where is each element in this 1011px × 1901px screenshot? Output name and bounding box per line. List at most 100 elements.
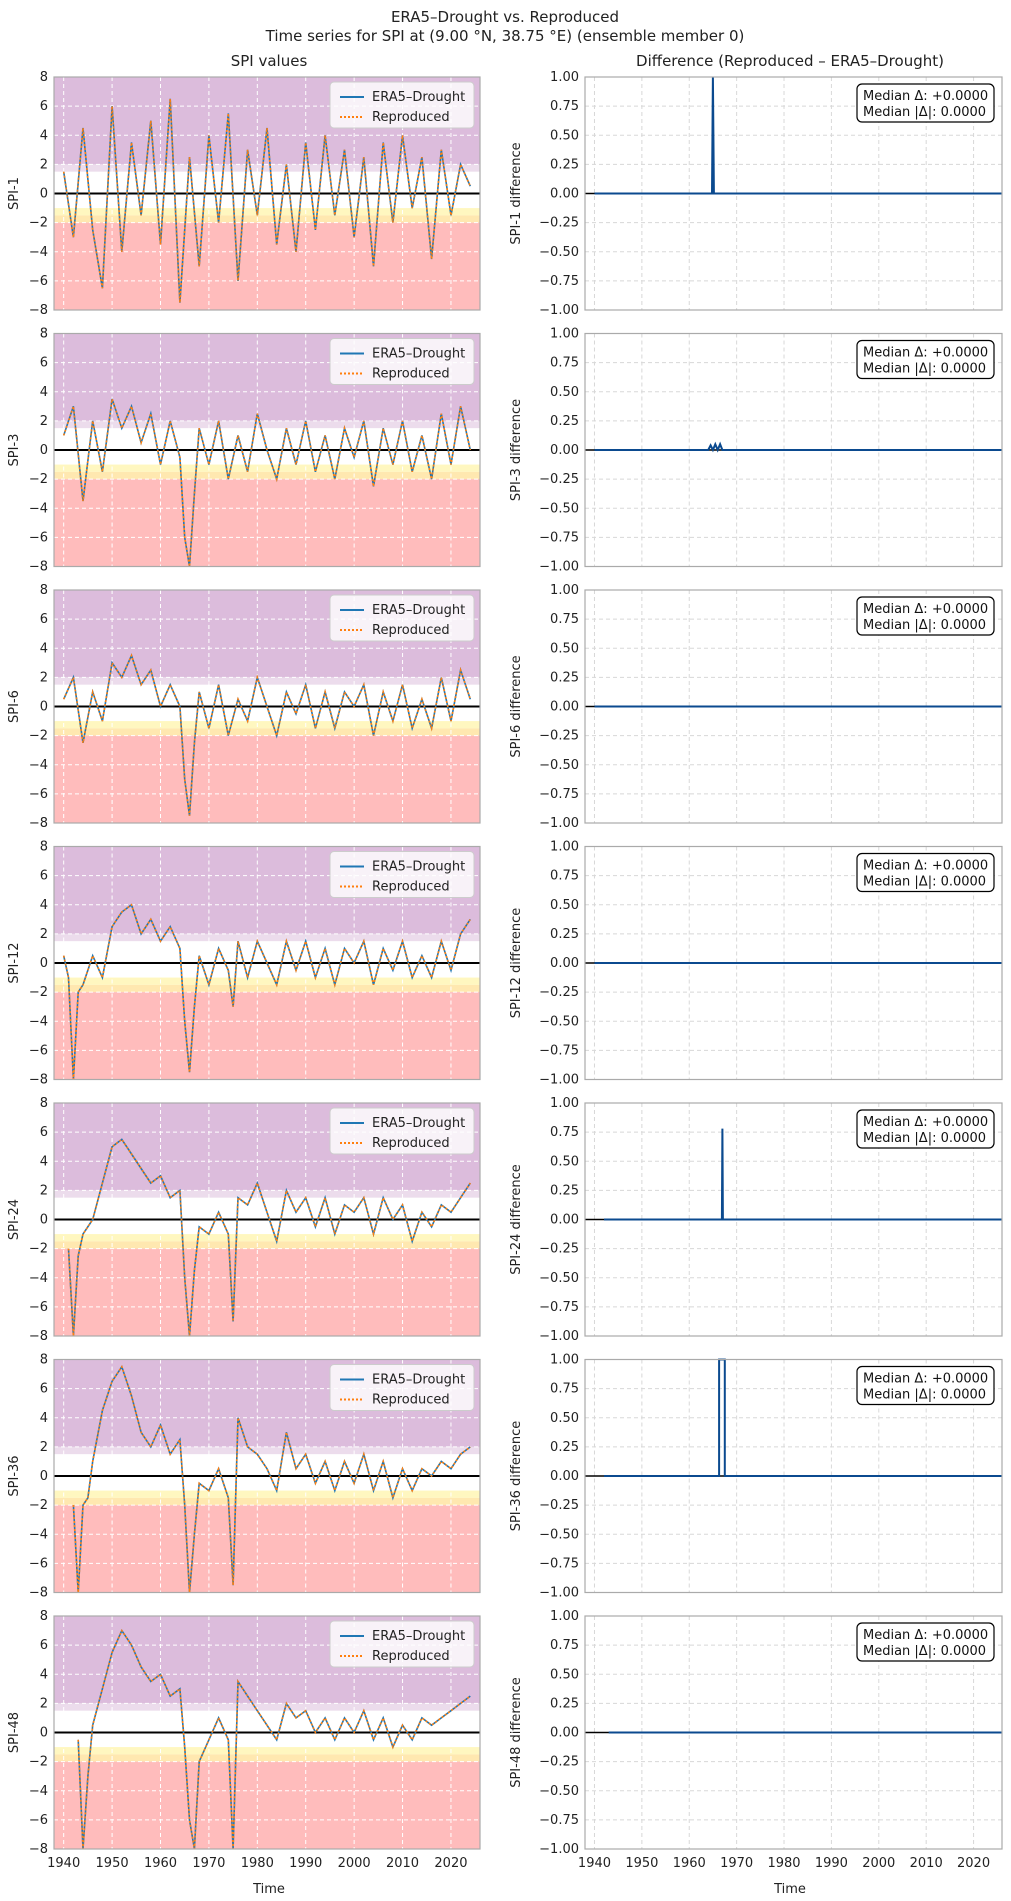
y-tick-label: −4: [29, 1014, 48, 1029]
x-tick-label: 1980: [767, 1856, 800, 1871]
y-tick-label: −0.50: [539, 1784, 579, 1799]
axes-frame: [584, 845, 1003, 1081]
y-tick-label: 0.25: [550, 1696, 579, 1711]
x-tick-label: 2010: [386, 1856, 419, 1871]
y-axis-label: SPI-12: [7, 942, 22, 983]
severe-dry-band: [54, 479, 480, 567]
y-tick-label: 0.00: [550, 956, 579, 971]
y-tick-label: −8: [29, 1586, 48, 1601]
moderate-dry-band: [54, 215, 480, 223]
axes-frame: [584, 76, 1003, 311]
reproduced-line: [62, 903, 471, 1080]
y-tick-label: −6: [29, 1813, 48, 1828]
y-tick-label: 0.00: [550, 443, 579, 458]
y-tick-label: 8: [40, 840, 48, 855]
mild-dry-band: [54, 977, 480, 985]
y-tick-label: 2: [40, 927, 48, 942]
y-tick-label: 4: [40, 1667, 48, 1682]
y-tick-label: 2: [40, 1440, 48, 1455]
legend-era5-label: ERA5–Drought: [372, 347, 465, 362]
median-abs-delta-text: Median |Δ|: 0.0000: [863, 1131, 986, 1146]
y-tick-label: −8: [29, 1842, 48, 1857]
x-tick-label: 2020: [434, 1856, 467, 1871]
y-tick-label: −6: [29, 530, 48, 545]
y-tick-label: 6: [40, 1382, 48, 1397]
y-axis-label: SPI-3 difference: [509, 399, 524, 501]
y-tick-label: 0.75: [550, 1382, 579, 1397]
y-axis-label: SPI-24: [7, 1199, 22, 1240]
reproduced-line: [62, 653, 472, 816]
y-tick-label: 4: [40, 1154, 48, 1169]
y-tick-label: 0.25: [550, 1183, 579, 1198]
median-delta-text: Median Δ: +0.0000: [863, 1115, 988, 1130]
y-tick-label: −2: [29, 1242, 48, 1257]
y-tick-label: −0.25: [539, 216, 579, 231]
median-stats-box: [856, 852, 995, 893]
y-tick-label: 0.50: [550, 1154, 579, 1169]
spi-panel-4: 8 6 4 2 0 −2 −4 −6 −8 SPI-24 ERA5–Drought Reproduce…: [7, 1096, 481, 1344]
y-tick-label: 0.75: [550, 612, 579, 627]
y-tick-label: −1.00: [539, 1586, 579, 1601]
median-stats-box: [856, 1622, 995, 1662]
y-tick-label: 0: [40, 187, 48, 202]
y-axis-label: SPI-48: [7, 1712, 22, 1753]
y-tick-label: −0.50: [539, 758, 579, 773]
y-tick-label: −0.75: [539, 1813, 579, 1828]
panels: 8 6 4 2 0 −2 −4 −6 −8 SPI-1 ERA5–Drought Reproduced…: [7, 70, 1003, 1871]
spi-panel-6: 8 6 4 2 0 −2 −4 −6 −8 SPI-48 1940 1950 1960 1970 1980 1…: [7, 1609, 481, 1871]
moderate-dry-band: [54, 471, 480, 480]
legend-box: [329, 594, 475, 642]
y-tick-label: 4: [40, 385, 48, 400]
y-tick-label: 0.75: [550, 1125, 579, 1140]
y-tick-label: 6: [40, 1638, 48, 1653]
legend-era5-label: ERA5–Drought: [372, 860, 465, 875]
axes-frame: [53, 1102, 481, 1337]
y-tick-label: −0.50: [539, 245, 579, 260]
y-tick-label: 0: [40, 1469, 48, 1484]
moderate-dry-band: [54, 728, 480, 736]
severe-dry-band: [54, 1248, 480, 1336]
y-tick-label: 0: [40, 1726, 48, 1741]
y-tick-label: 0.50: [550, 128, 579, 143]
y-tick-label: 0: [40, 443, 48, 458]
right-x-axis-label: Time: [773, 1882, 806, 1897]
y-axis-label: SPI-1 difference: [509, 142, 524, 244]
y-tick-label: 0: [40, 1213, 48, 1228]
severe-dry-band: [54, 1761, 480, 1849]
y-tick-label: 0.75: [550, 356, 579, 371]
x-tick-label: 2010: [910, 1856, 943, 1871]
mild-dry-band: [54, 464, 480, 472]
median-delta-text: Median Δ: +0.0000: [863, 602, 988, 617]
y-tick-label: 1.00: [550, 70, 579, 85]
y-tick-label: 1.00: [550, 1353, 579, 1368]
legend-box: [329, 851, 475, 898]
y-tick-label: 6: [40, 1125, 48, 1140]
x-tick-label: 1970: [720, 1856, 753, 1871]
y-tick-label: 0.50: [550, 898, 579, 913]
y-tick-label: −0.75: [539, 1556, 579, 1571]
figure-subtitle: Time series for SPI at (9.00 °N, 38.75 °…: [265, 27, 745, 45]
mild-dry-band: [54, 721, 480, 729]
era5-drought-line: [62, 98, 472, 303]
y-tick-label: −0.50: [539, 1271, 579, 1286]
median-stats-box: [856, 339, 995, 380]
y-tick-label: −4: [29, 245, 48, 260]
y-tick-label: 4: [40, 641, 48, 656]
y-tick-label: 0.00: [550, 1469, 579, 1484]
y-tick-label: 0.75: [550, 1638, 579, 1653]
median-delta-text: Median Δ: +0.0000: [863, 89, 988, 104]
y-tick-label: 2: [40, 1183, 48, 1198]
severe-dry-band: [54, 1505, 480, 1593]
legend-era5-label: ERA5–Drought: [372, 1373, 465, 1388]
y-tick-label: 1.00: [550, 1096, 579, 1111]
y-tick-label: −0.75: [539, 1043, 579, 1058]
median-delta-text: Median Δ: +0.0000: [863, 1628, 988, 1643]
legend-box: [329, 338, 475, 385]
axes-frame: [53, 589, 481, 824]
y-tick-label: −6: [29, 274, 48, 289]
y-tick-label: −8: [29, 303, 48, 318]
x-tick-label: 1950: [625, 1856, 658, 1871]
x-tick-label: 1990: [815, 1856, 848, 1871]
y-axis-label: SPI-1: [7, 177, 22, 210]
x-tick-label: 1980: [241, 1856, 274, 1871]
